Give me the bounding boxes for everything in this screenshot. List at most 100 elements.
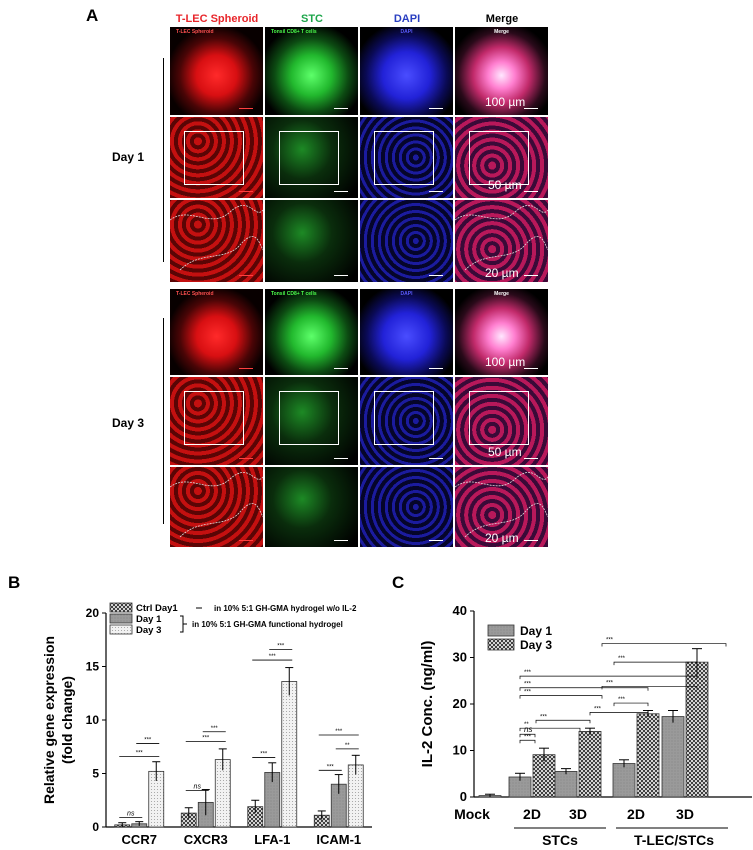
zoom-region-box (469, 391, 529, 445)
micrograph-day1-sphere-stc: Tonsil CD8+ T cells (265, 27, 358, 115)
column-header-3: Merge (485, 13, 519, 25)
micrograph-day1-zoom-t-lec-spheroid (170, 117, 263, 198)
day-1-bracket (163, 58, 164, 262)
scale-label: 100 µm (485, 355, 526, 369)
scale-bar (429, 367, 443, 369)
category-label: CXCR3 (184, 832, 228, 845)
zoom-region-box (469, 131, 529, 185)
significance-label: *** (606, 680, 614, 686)
column-header-1: STC (301, 13, 323, 25)
cell-outline-overlay (455, 472, 548, 538)
scale-bar (239, 274, 253, 276)
y-tick-label: 10 (453, 743, 467, 758)
significance-label: *** (211, 726, 219, 732)
y-axis-label: IL-2 Conc. (ng/ml) (419, 641, 436, 768)
scale-bar (524, 457, 538, 459)
scale-label: 50 µm (488, 445, 522, 459)
significance-line (519, 695, 603, 699)
tile-label: Tonsil CD8+ T cells (271, 29, 317, 35)
micrograph-day3-zoom-t-lec-spheroid (170, 377, 263, 465)
bar-day-1 (661, 716, 685, 798)
micrograph-day3-sphere-dapi: DAPI (360, 289, 453, 375)
scale-bar (334, 190, 348, 192)
significance-line (519, 739, 536, 744)
group-label: STCs (542, 832, 578, 848)
significance-label: *** (277, 643, 285, 649)
bar-day-3 (636, 713, 660, 798)
scale-bar (429, 107, 443, 109)
significance-label: *** (524, 734, 532, 740)
column-header-2: DAPI (393, 13, 421, 25)
micrograph-day3-sphere-stc: Tonsil CD8+ T cells (265, 289, 358, 375)
legend-label: Day 3 (136, 625, 161, 636)
legend-label: Day 1 (520, 624, 552, 638)
tile-label: Tonsil CD8+ T cells (271, 291, 317, 297)
significance-line (613, 702, 649, 707)
significance-line (601, 643, 727, 647)
scale-bar (429, 539, 443, 541)
legend-note-func: in 10% 5:1 GH-GMA functional hydrogel (192, 620, 343, 629)
micrograph-day3-zoom-merge (455, 377, 548, 465)
zoom-region-box (279, 391, 339, 445)
significance-label: *** (618, 697, 626, 703)
significance-line (535, 719, 591, 724)
scale-bar (524, 107, 538, 109)
scale-bar (429, 457, 443, 459)
category-label: Mock (454, 806, 490, 822)
significance-line (601, 685, 698, 690)
y-tick-label: 10 (86, 713, 100, 727)
category-label: ICAM-1 (316, 832, 361, 845)
y-axis-label: (fold change) (59, 676, 75, 764)
micrograph-day3-zoom-stc (265, 377, 358, 465)
significance-label: ns (194, 784, 202, 791)
scale-bar (524, 190, 538, 192)
zoom-region-box (184, 131, 244, 185)
scale-bar (334, 457, 348, 459)
legend-swatch (487, 638, 515, 651)
significance-label: ns (524, 725, 532, 734)
tile-label: T-LEC Spheroid (176, 29, 214, 35)
category-label: 2D (523, 806, 541, 822)
zoom-region-box (184, 391, 244, 445)
scale-bar (239, 107, 253, 109)
day-3-bracket (163, 318, 164, 524)
significance-label: ** (524, 722, 529, 728)
scale-bar (429, 274, 443, 276)
il2-concentration-chart: 0 10 20 30 40 IL-2 Conc. (ng/ml) Mock 2D 3D 2D 3D S… (419, 603, 752, 848)
y-tick-label: 20 (86, 606, 100, 620)
gene-expression-chart: 0 5 10 15 20 Relative gene expression (fold ch… (41, 602, 372, 845)
micrograph-day1-sphere-dapi: DAPI (360, 27, 453, 115)
scale-bar (524, 274, 538, 276)
significance-label: *** (524, 682, 532, 688)
y-tick-label: 20 (453, 696, 467, 711)
y-tick-label: 0 (92, 820, 99, 834)
legend-label: Day 1 (136, 614, 162, 625)
micrograph-day1-detail-t-lec-spheroid (170, 200, 263, 282)
panel-a-letter: A (86, 6, 99, 25)
scale-bar (239, 190, 253, 192)
micrograph-day1-zoom-dapi (360, 117, 453, 198)
significance-label: *** (260, 751, 268, 757)
scale-bar (334, 107, 348, 109)
group-label: T-LEC/STCs (634, 832, 714, 848)
micrograph-day1-zoom-stc (265, 117, 358, 198)
significance-label: ** (345, 743, 350, 749)
significance-label: *** (594, 706, 602, 712)
scale-label: 20 µm (485, 266, 519, 280)
cell-outline-overlay (170, 472, 263, 538)
tile-label: DAPI (400, 291, 413, 297)
column-header-0: T-LEC Spheroid (175, 13, 259, 25)
significance-label: *** (524, 670, 532, 676)
legend-swatch (109, 613, 133, 624)
scale-bar (239, 539, 253, 541)
scale-bar (524, 367, 538, 369)
significance-label: ns (127, 810, 135, 817)
tile-label: Merge (494, 29, 509, 35)
significance-label: *** (327, 764, 335, 770)
micrograph-day1-zoom-merge (455, 117, 548, 198)
micrograph-day3-detail-merge (455, 467, 548, 547)
significance-line (613, 661, 698, 666)
scale-label: 50 µm (488, 178, 522, 192)
category-label: 3D (676, 806, 694, 822)
day-3-label: Day 3 (112, 416, 145, 430)
